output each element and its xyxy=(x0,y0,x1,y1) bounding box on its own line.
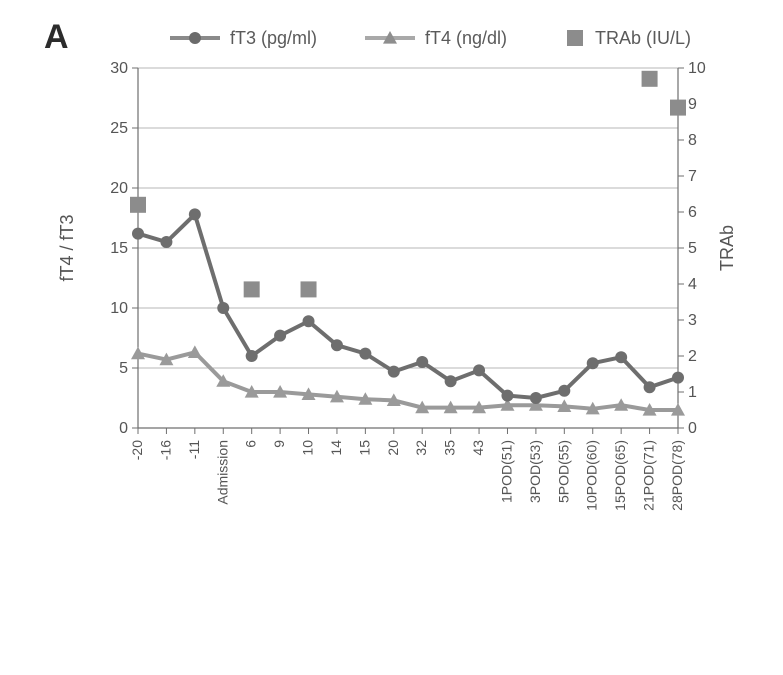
left-axis-label: fT4 / fT3 xyxy=(57,214,77,281)
ft3-marker xyxy=(672,372,684,384)
ft3-marker xyxy=(274,330,286,342)
right-tick-label: 7 xyxy=(688,168,697,185)
x-tick-label: -11 xyxy=(186,440,202,459)
right-tick-label: 6 xyxy=(688,204,697,221)
ft3-marker xyxy=(445,375,457,387)
left-tick-label: 5 xyxy=(119,360,128,377)
right-tick-label: 1 xyxy=(688,384,697,401)
right-tick-label: 8 xyxy=(688,132,697,149)
legend-label: TRAb (IU/L) xyxy=(595,28,691,48)
ft3-marker xyxy=(558,385,570,397)
right-tick-label: 0 xyxy=(688,420,697,437)
ft3-marker xyxy=(189,208,201,220)
left-tick-label: 30 xyxy=(110,60,128,77)
x-tick-label: 14 xyxy=(328,440,344,456)
trab-marker xyxy=(642,71,658,87)
ft3-marker xyxy=(160,236,172,248)
ft3-marker xyxy=(501,390,513,402)
x-tick-label: Admission xyxy=(214,440,230,505)
ft3-marker xyxy=(530,392,542,404)
ft3-marker xyxy=(132,228,144,240)
right-tick-label: 4 xyxy=(688,276,697,293)
left-tick-label: 20 xyxy=(110,180,128,197)
ft3-marker xyxy=(587,357,599,369)
left-tick-label: 10 xyxy=(110,300,128,317)
legend-item: fT3 (pg/ml) xyxy=(170,28,317,48)
right-tick-label: 9 xyxy=(688,96,697,113)
x-tick-label: 15POD(65) xyxy=(612,440,628,511)
trab-marker xyxy=(301,281,317,297)
ft3-marker xyxy=(644,381,656,393)
ft3-marker xyxy=(359,348,371,360)
x-tick-label: 3POD(53) xyxy=(527,440,543,503)
ft3-marker xyxy=(615,351,627,363)
ft3-marker xyxy=(416,356,428,368)
x-tick-label: -16 xyxy=(157,440,173,460)
x-tick-label: 15 xyxy=(356,440,372,456)
right-tick-label: 5 xyxy=(688,240,697,257)
ft3-marker xyxy=(388,366,400,378)
left-tick-label: 25 xyxy=(110,120,128,137)
left-tick-label: 0 xyxy=(119,420,128,437)
x-tick-label: 10 xyxy=(300,440,316,456)
trab-marker xyxy=(244,281,260,297)
ft3-marker xyxy=(303,315,315,327)
x-tick-label: 5POD(55) xyxy=(555,440,571,503)
x-tick-label: 28POD(78) xyxy=(669,440,685,511)
right-tick-label: 3 xyxy=(688,312,697,329)
x-tick-label: 21POD(71) xyxy=(641,440,657,511)
ft3-marker xyxy=(246,350,258,362)
x-tick-label: 9 xyxy=(271,440,287,448)
ft3-marker xyxy=(331,339,343,351)
x-tick-label: 6 xyxy=(243,440,259,448)
x-tick-label: 35 xyxy=(442,440,458,456)
trab-marker xyxy=(130,197,146,213)
ft3-marker xyxy=(473,364,485,376)
x-tick-label: 43 xyxy=(470,440,486,456)
chart-svg: 0 5 10 15 20 25 30 0 1 2 3 4 5 6 7 8 9 10 -20 -16 -11 Admissi… xyxy=(0,0,783,675)
x-tick-label: 32 xyxy=(413,440,429,456)
right-tick-label: 2 xyxy=(688,348,697,365)
right-tick-label: 10 xyxy=(688,60,706,77)
figure-a-stage: A 0 5 10 15 20 25 30 0 1 2 3 4 5 6 7 8 9 10 -20 -16 -11 Admis… xyxy=(0,0,783,675)
x-tick-label: 20 xyxy=(385,440,401,456)
left-tick-label: 15 xyxy=(110,240,128,257)
legend-label: fT3 (pg/ml) xyxy=(230,28,317,48)
legend-item: fT4 (ng/dl) xyxy=(365,28,507,48)
x-tick-label: 10POD(60) xyxy=(584,440,600,511)
legend-label: fT4 (ng/dl) xyxy=(425,28,507,48)
ft3-marker xyxy=(217,302,229,314)
panel-label: A xyxy=(44,18,69,57)
legend-item: TRAb (IU/L) xyxy=(567,28,691,48)
x-tick-label: -20 xyxy=(129,440,145,460)
right-axis-label: TRAb xyxy=(717,225,737,271)
x-tick-label: 1POD(51) xyxy=(498,440,514,503)
trab-marker xyxy=(670,100,686,116)
